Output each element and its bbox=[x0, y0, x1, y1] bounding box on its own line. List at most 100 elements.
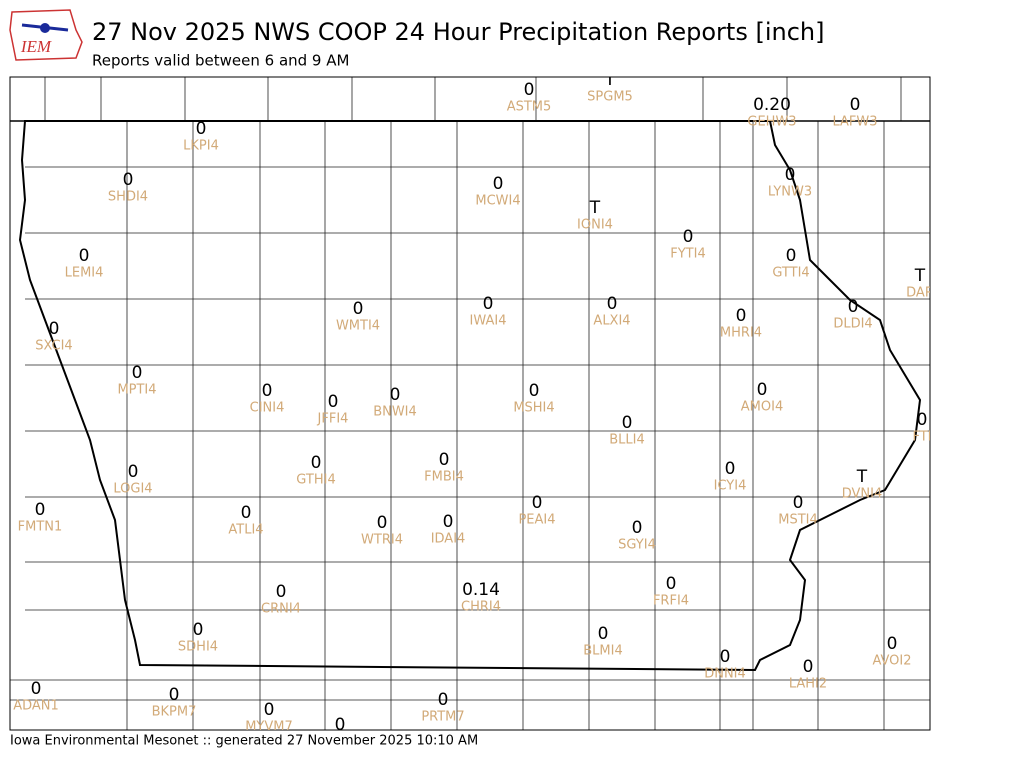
station-value: 0 bbox=[31, 679, 42, 699]
station-value: 0 bbox=[123, 170, 134, 190]
station-value: 0 bbox=[532, 493, 543, 513]
station-id: MPTI4 bbox=[117, 383, 156, 398]
station-value: 0 bbox=[786, 246, 797, 266]
station-id: BNWI4 bbox=[373, 405, 417, 420]
station-value: 0 bbox=[128, 462, 139, 482]
station-value: 0 bbox=[35, 500, 46, 520]
station-value: T bbox=[914, 266, 926, 286]
station-value: 0 bbox=[725, 459, 736, 479]
station-value: T bbox=[589, 198, 601, 218]
station-value: 0 bbox=[803, 657, 814, 677]
station-value: 0 bbox=[622, 413, 633, 433]
station-id: IONI4 bbox=[577, 218, 613, 233]
station-id: DLDI4 bbox=[833, 317, 872, 332]
logo-text: IEM bbox=[20, 37, 52, 56]
station-value: 0 bbox=[193, 620, 204, 640]
station-id: IWAI4 bbox=[470, 314, 507, 329]
station-id: LEMI4 bbox=[65, 266, 104, 281]
station-value: 0 bbox=[793, 493, 804, 513]
station-id: FTI bbox=[912, 430, 931, 445]
station-id: FYTI4 bbox=[670, 247, 705, 262]
station-id: CHRI4 bbox=[461, 600, 501, 615]
station-id: GTHI4 bbox=[296, 473, 335, 488]
station-id: IDAI4 bbox=[431, 532, 466, 547]
station-id: LKPI4 bbox=[183, 139, 219, 154]
station-value: 0 bbox=[353, 299, 364, 319]
station-value: 0 bbox=[328, 392, 339, 412]
station-value: 0.20 bbox=[753, 95, 791, 115]
station-value: T bbox=[604, 70, 616, 90]
station-id: FMBI4 bbox=[424, 470, 464, 485]
station-id: MYVM7 bbox=[245, 720, 293, 735]
station-value: 0 bbox=[666, 574, 677, 594]
logo: IEM bbox=[9, 9, 83, 61]
station-value: 0 bbox=[169, 685, 180, 705]
station-id: ASTM5 bbox=[507, 100, 552, 115]
station-id: LAFW3 bbox=[832, 115, 877, 130]
station-value: 0 bbox=[132, 363, 143, 383]
station-value: 0 bbox=[443, 512, 454, 532]
station-value: 0 bbox=[757, 380, 768, 400]
station-value: 0 bbox=[390, 385, 401, 405]
station-value: 0 bbox=[264, 700, 275, 720]
station-value: 0 bbox=[79, 246, 90, 266]
station-id: BKPM7 bbox=[152, 705, 197, 720]
map-frame bbox=[9, 76, 931, 731]
station-value: 0 bbox=[524, 80, 535, 100]
station-id: DNNI4 bbox=[704, 667, 746, 682]
station-id: PEAI4 bbox=[518, 513, 555, 528]
footer: Iowa Environmental Mesonet :: generated … bbox=[10, 734, 478, 749]
station-id: FRFI4 bbox=[653, 594, 689, 609]
station-id: WTRI4 bbox=[361, 533, 403, 548]
station-id: LOGI4 bbox=[113, 482, 152, 497]
station-value: 0 bbox=[720, 647, 731, 667]
map-area bbox=[10, 77, 930, 730]
station-id: CINI4 bbox=[250, 401, 285, 416]
subtitle: Reports valid between 6 and 9 AM bbox=[92, 52, 349, 70]
station-value: 0 bbox=[49, 319, 60, 339]
station-id: MSTI4 bbox=[778, 513, 818, 528]
station-id: AVOI2 bbox=[872, 654, 911, 669]
station-value: 0 bbox=[848, 297, 859, 317]
station-id: MCWI4 bbox=[475, 194, 520, 209]
station-id: LAHI2 bbox=[789, 677, 827, 692]
station-value: 0 bbox=[262, 381, 273, 401]
station-value: 0 bbox=[529, 381, 540, 401]
station-value: 0 bbox=[607, 294, 618, 314]
station-value: 0 bbox=[632, 518, 643, 538]
station-id: JFFI4 bbox=[317, 412, 349, 427]
